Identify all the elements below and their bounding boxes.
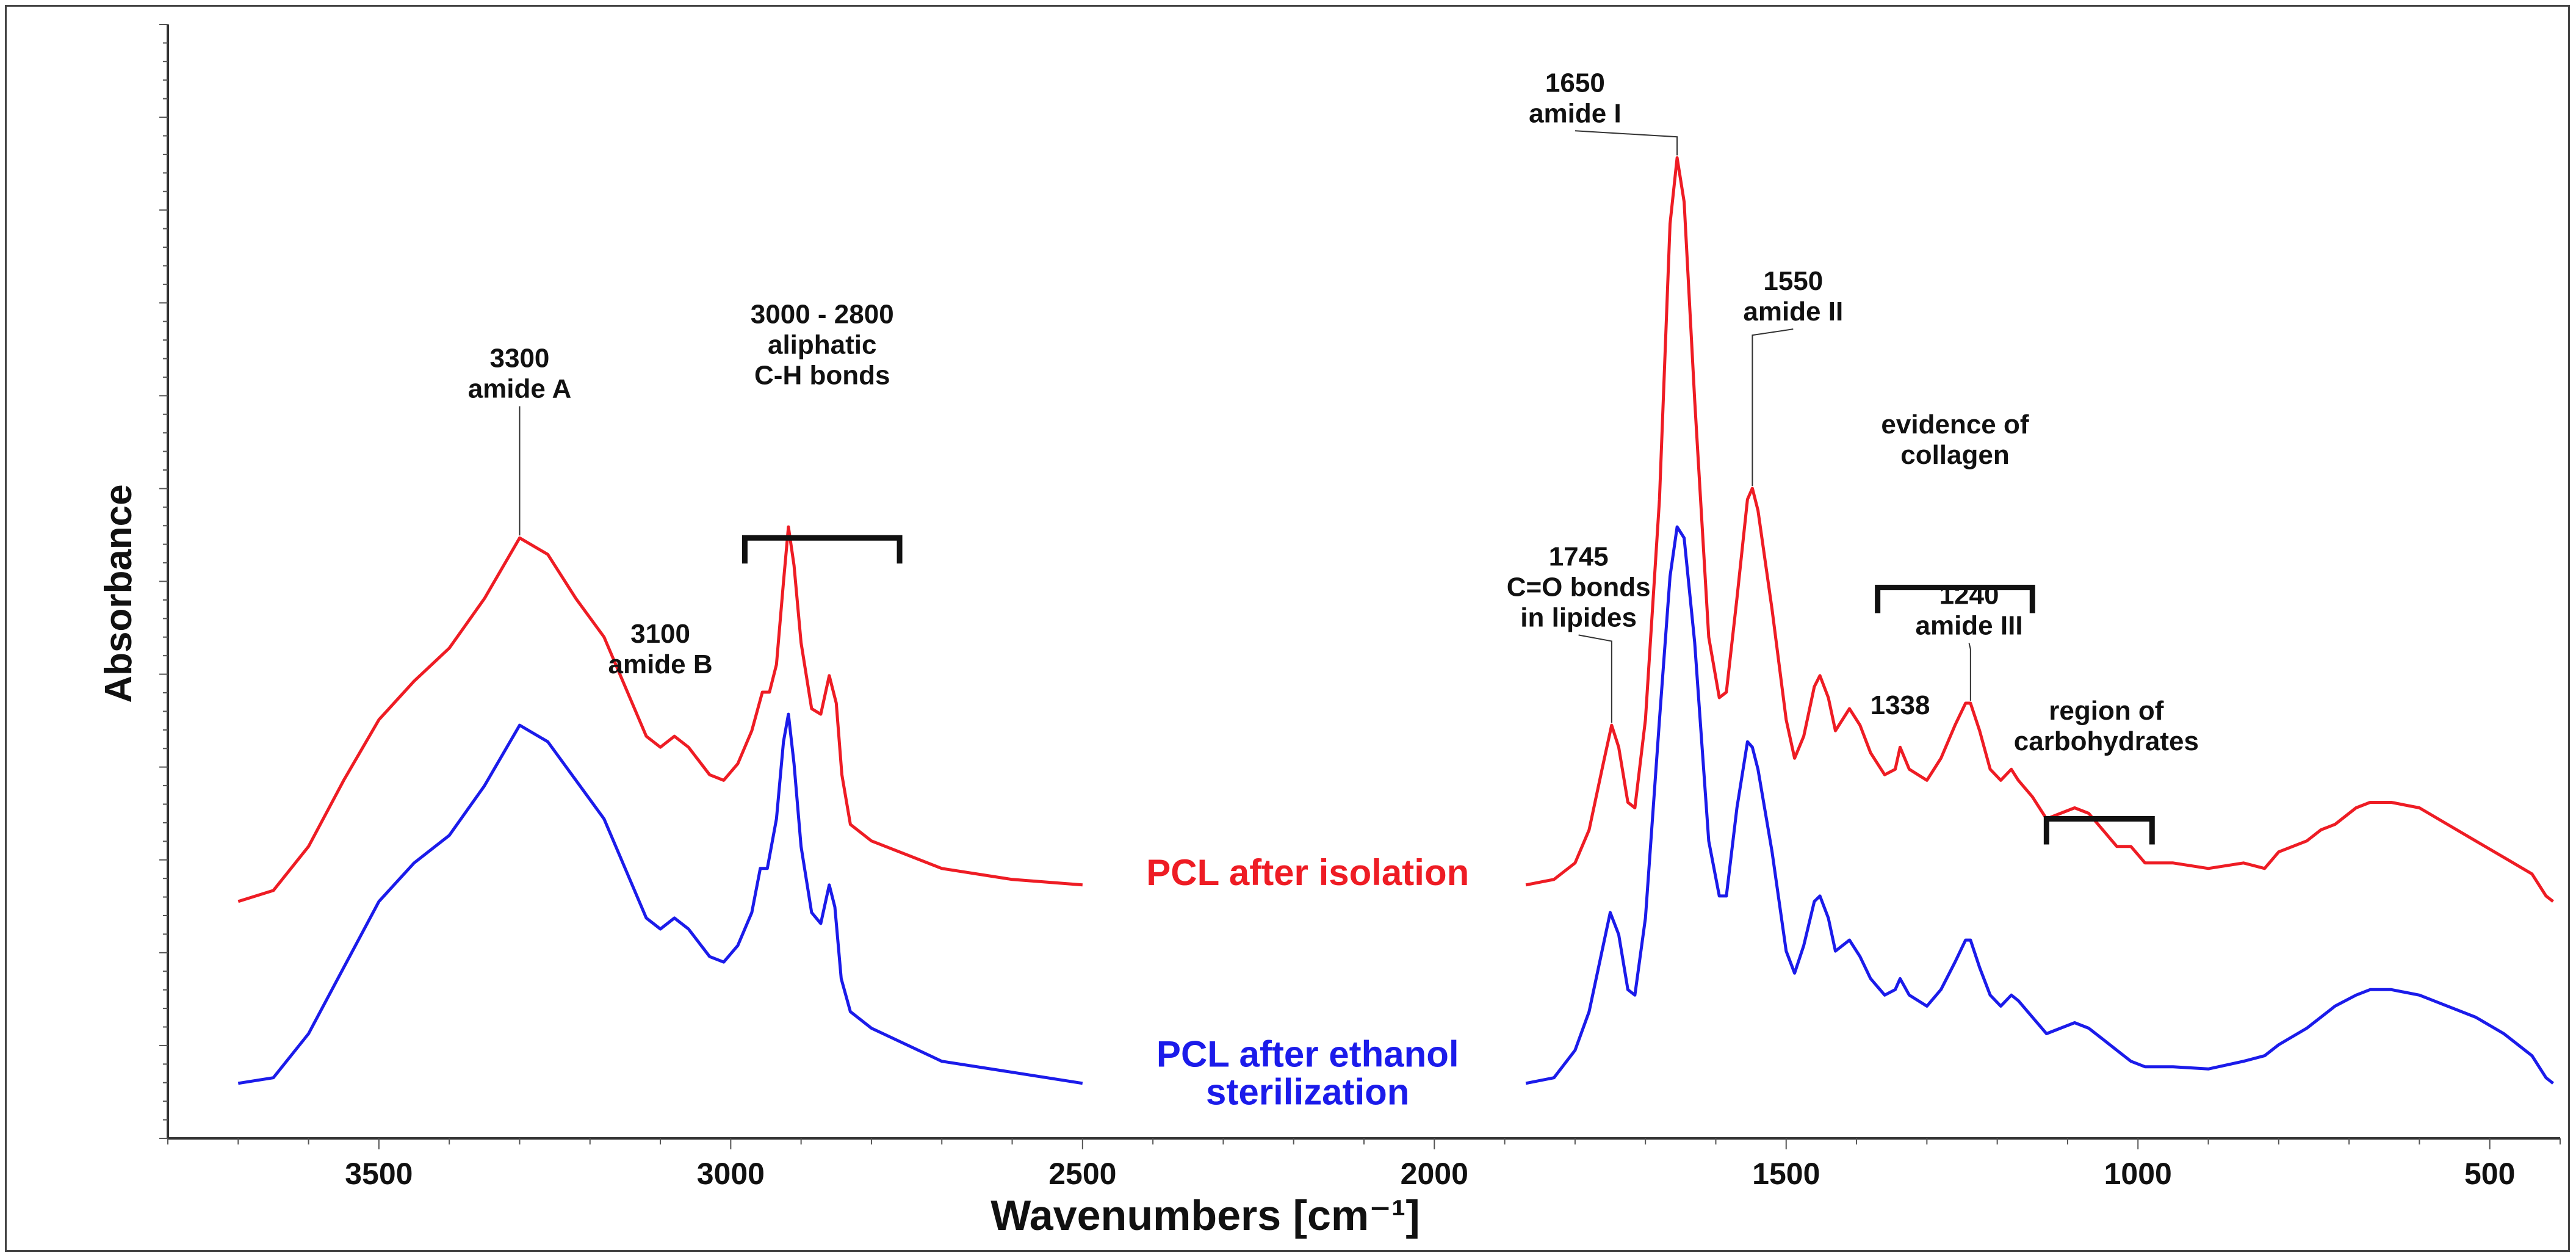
annotation-text: 1240: [1939, 580, 1999, 610]
x-tick-label: 3000: [697, 1157, 765, 1191]
series-line-isolation-high: [237, 525, 1083, 903]
x-axis-ticks: 3500 3000 2500 2000 1500 1000 500: [345, 1157, 2515, 1191]
series-line-ethanol-high: [237, 712, 1083, 1085]
y-axis-label: Absorbance: [98, 484, 140, 703]
x-tick-label: 3500: [345, 1157, 413, 1191]
series-labels: PCL after isolation PCL after ethanolster…: [1146, 852, 1469, 1113]
annotation-text: carbohydrates: [2014, 726, 2199, 756]
series-lines: [237, 156, 2555, 1085]
annotation-text: amide III: [1915, 611, 2022, 641]
bracket-collagen: [1875, 585, 2035, 613]
annotation-leader: [1575, 130, 1678, 156]
x-tick-label: 2500: [1048, 1157, 1116, 1191]
annotation-text: 1745: [1549, 541, 1609, 571]
series-line-ethanol-low: [1525, 525, 2555, 1085]
bracket-carbohydrates: [2043, 816, 2155, 845]
annotation-text: C=O bonds: [1507, 572, 1651, 602]
series-label-ethanol: sterilization: [1206, 1072, 1409, 1113]
annotation-text: region of: [2049, 696, 2164, 726]
annotation-text: amide B: [608, 649, 712, 679]
annotation-text: amide I: [1529, 98, 1622, 128]
annotation-text: collagen: [1900, 440, 2010, 470]
x-tick-label: 500: [2464, 1157, 2515, 1191]
annotation-text: amide A: [468, 374, 572, 404]
annotation-text: 3100: [630, 619, 690, 649]
series-label-ethanol: PCL after ethanol: [1156, 1034, 1459, 1075]
annotation-brackets: [741, 535, 2155, 845]
x-tick-label: 1500: [1752, 1157, 1820, 1191]
bracket-aliphatic: [741, 535, 903, 564]
annotation-leader: [1578, 634, 1612, 723]
axes: [159, 24, 2561, 1149]
annotation-7: 1338: [1871, 690, 1930, 720]
annotation-text: aliphatic: [768, 330, 877, 360]
annotation-text: 1550: [1763, 266, 1823, 296]
annotation-leader: [1968, 643, 1971, 701]
annotation-text: evidence of: [1881, 410, 2029, 439]
annotation-text: in lipides: [1520, 602, 1637, 632]
annotation-text: amide II: [1743, 297, 1843, 327]
annotation-text: 3300: [490, 344, 550, 374]
x-axis-label: Wavenumbers [cm⁻¹]: [990, 1191, 1420, 1239]
annotation-text: 1650: [1545, 68, 1605, 98]
x-tick-label: 2000: [1401, 1157, 1468, 1191]
annotation-text: 1338: [1871, 690, 1930, 720]
annotation-text: 3000 - 2800: [751, 299, 894, 329]
annotation-leader: [1752, 328, 1794, 486]
x-tick-label: 1000: [2104, 1157, 2172, 1191]
series-line-isolation-low: [1525, 156, 2555, 903]
chart-frame: [5, 5, 2570, 1252]
series-label-isolation: PCL after isolation: [1146, 852, 1469, 893]
annotation-text: C-H bonds: [754, 360, 890, 390]
